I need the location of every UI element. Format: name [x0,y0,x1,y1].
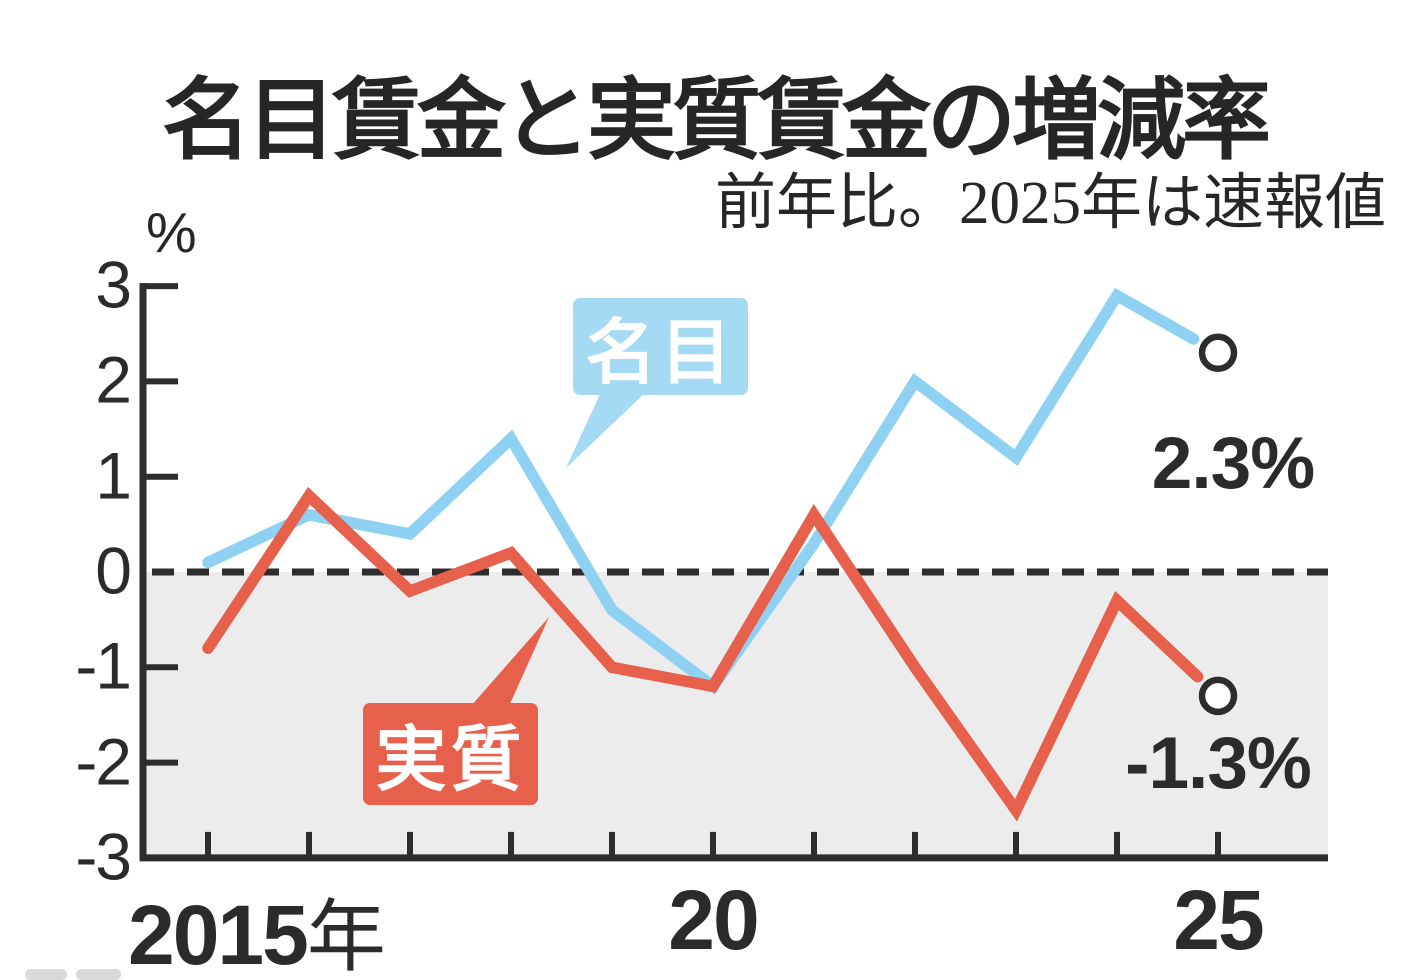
y-tick-label-0: 0 [95,533,132,608]
real-2025-value-label: -1.3% [1125,723,1312,804]
negative-region-band [143,572,1328,858]
nominal-2025-value-label: 2.3% [1151,423,1315,504]
nominal-2025-marker [1198,333,1238,373]
y-tick-label-1: 1 [95,438,132,513]
nominal-callout-tail [566,392,646,468]
real-wage-line [202,486,1204,822]
x-tick-label-20: 20 [668,873,759,967]
real-2025-marker [1198,676,1238,716]
x-tick-label-25: 25 [1173,873,1264,967]
y-tick-label--2: -2 [75,724,132,799]
y-tick-label-3: 3 [95,247,132,322]
y-tick-label--1: -1 [75,628,132,703]
chart-title: 名目賃金と実質賃金の増減率 [162,70,1271,170]
cropped-content-mark [25,969,67,980]
nominal-series-label: 名目 [573,298,748,395]
y-tick-label--3: -3 [75,819,132,894]
year-suffix: 年 [306,892,386,980]
real-series-label: 実質 [363,703,538,805]
real-callout-tail [471,617,549,706]
x-tick-label-2015: 2015年 [128,888,386,980]
chart-subtitle: 前年比。2025年は速報値 [714,170,1386,237]
y-axis-unit-label: % [146,201,197,265]
cropped-content-mark [76,969,121,980]
y-tick-label-2: 2 [95,342,132,417]
